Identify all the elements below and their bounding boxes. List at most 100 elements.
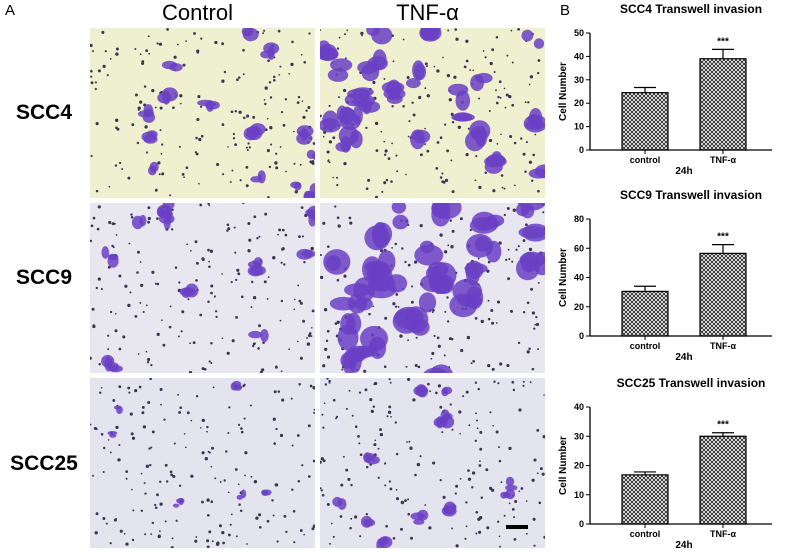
pore-dot (97, 205, 101, 209)
micrograph-scc4-control (90, 28, 315, 198)
pore-dot (150, 364, 153, 367)
y-tick-label: 30 (574, 75, 584, 85)
pore-dot (374, 121, 379, 126)
pore-dot (207, 203, 210, 205)
pore-dot (436, 336, 440, 340)
pore-dot (426, 149, 430, 153)
pore-dot (274, 365, 278, 369)
pore-dot (522, 239, 526, 242)
pore-dot (247, 221, 251, 226)
pore-dot (446, 73, 451, 78)
pore-dot (176, 43, 179, 46)
pore-dot (528, 247, 533, 252)
pore-dot (537, 71, 540, 75)
pore-dot (206, 498, 210, 502)
pore-dot (383, 462, 387, 465)
pore-dot (199, 313, 203, 317)
pore-dot (455, 484, 459, 488)
pore-dot (498, 459, 502, 463)
pore-dot (275, 427, 278, 431)
pore-dot (214, 310, 218, 313)
pore-dot (290, 62, 294, 67)
pore-dot (227, 146, 229, 148)
micrograph-texture (320, 203, 545, 373)
pore-dot (275, 365, 278, 367)
pore-dot (221, 42, 225, 46)
pore-dot (234, 143, 238, 146)
pore-dot (437, 384, 442, 388)
pore-dot (375, 149, 379, 152)
pore-dot (243, 417, 246, 420)
pore-dot (184, 446, 187, 449)
pore-dot (324, 347, 328, 351)
pore-dot (222, 541, 225, 545)
pore-dot (275, 152, 278, 155)
pore-dot (236, 268, 240, 272)
pore-dot (530, 287, 534, 291)
pore-dot (478, 530, 482, 534)
pore-dot (477, 257, 480, 260)
pore-dot (147, 357, 151, 362)
pore-dot (498, 535, 501, 538)
pore-dot (480, 496, 484, 500)
stained-cell-cluster (423, 364, 453, 373)
pore-dot (508, 257, 511, 261)
pore-dot (231, 339, 235, 343)
pore-dot (472, 359, 476, 363)
panel-label-a: A (5, 2, 16, 19)
pore-dot (257, 347, 260, 350)
pore-dot (446, 296, 449, 299)
pore-dot (151, 270, 155, 274)
pore-dot (118, 274, 122, 278)
pore-dot (526, 350, 530, 354)
pore-dot (490, 308, 494, 313)
pore-dot (344, 33, 346, 36)
pore-dot (463, 65, 467, 69)
pore-dot (212, 386, 215, 389)
pore-dot (499, 545, 502, 548)
pore-dot (470, 362, 473, 365)
pore-dot (238, 503, 241, 506)
pore-dot (404, 260, 407, 264)
pore-dot (190, 249, 192, 252)
pore-dot (279, 65, 282, 68)
pore-dot (242, 48, 245, 52)
pore-dot (542, 435, 545, 439)
pore-dot (221, 273, 223, 275)
pore-dot (471, 486, 474, 489)
pore-dot (310, 326, 313, 329)
stained-cell-cluster (441, 386, 453, 397)
pore-dot (332, 535, 335, 538)
pore-dot (199, 427, 202, 429)
pore-dot (127, 386, 131, 390)
pore-dot (419, 455, 422, 458)
pore-dot (117, 458, 121, 462)
pore-dot (118, 443, 121, 447)
pore-dot (299, 163, 302, 166)
pore-dot (497, 382, 500, 385)
pore-dot (359, 535, 362, 538)
pore-dot (239, 509, 243, 513)
pore-dot (436, 141, 440, 144)
pore-dot (322, 135, 325, 138)
panel-label-b: B (560, 2, 571, 19)
pore-dot (478, 97, 481, 100)
pore-dot (532, 517, 536, 521)
pore-dot (151, 430, 155, 434)
pore-dot (128, 242, 131, 245)
pore-dot (367, 178, 371, 182)
stained-cell-cluster (516, 251, 545, 281)
pore-dot (210, 446, 215, 450)
pore-dot (170, 546, 174, 548)
pore-dot (299, 301, 303, 305)
pore-dot (405, 173, 407, 176)
y-tick-label: 40 (574, 51, 584, 61)
pore-dot (214, 40, 218, 45)
stained-cell-cluster (101, 354, 123, 373)
pore-dot (251, 344, 255, 348)
pore-dot (513, 141, 517, 145)
pore-dot (443, 250, 448, 254)
stained-cell-cluster (248, 329, 269, 343)
pore-dot (160, 153, 163, 155)
micrograph-texture (320, 378, 545, 548)
